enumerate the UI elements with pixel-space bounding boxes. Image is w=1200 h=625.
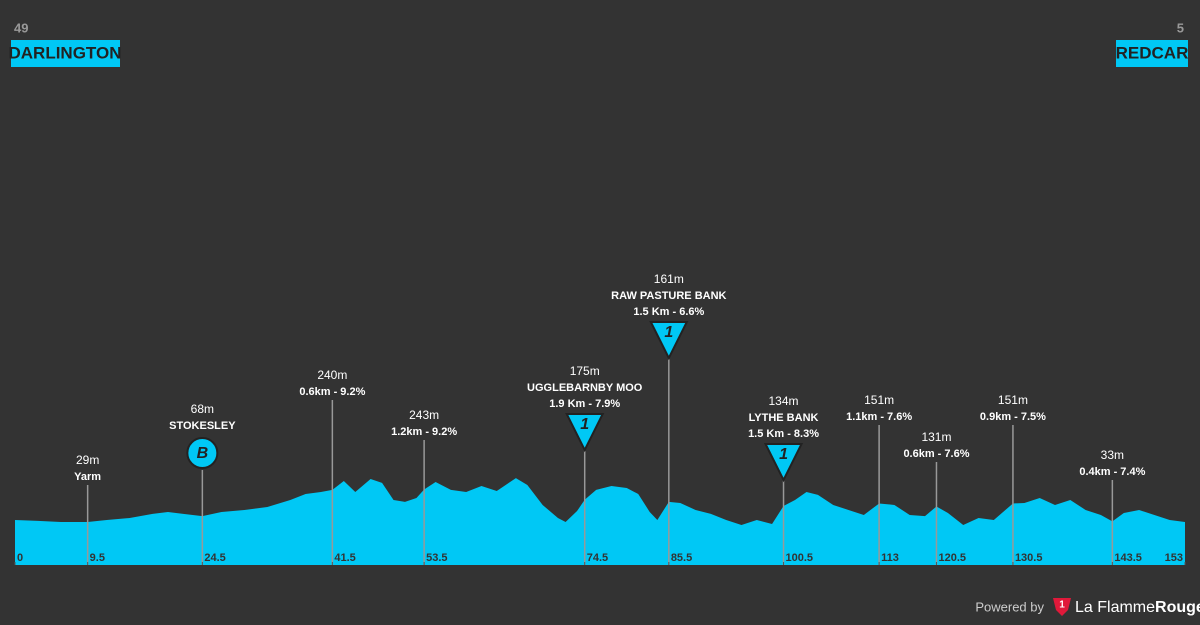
annotation-detail: 1.5 Km - 6.6% [633,306,704,318]
icon-label: 1 [580,416,589,433]
elevation-area [15,478,1185,565]
x-tick-label: 74.5 [587,552,608,564]
x-tick-label: 130.5 [1015,552,1043,564]
climb-icon [763,443,804,483]
x-tick-label: 120.5 [938,552,966,564]
x-tick-label: 113 [881,552,899,564]
x-tick-label: 53.5 [426,552,447,564]
powered-by: Powered by [975,599,1044,614]
x-tick-label: 85.5 [671,552,692,564]
annotation-name: UGGLEBARNBY MOO [527,382,643,394]
sprint-icon [186,437,219,469]
icon-label: 1 [779,446,788,463]
annotation-elevation: 175m [570,364,600,378]
annotation-detail: 0.6km - 7.6% [903,448,969,460]
annotation-elevation: 33m [1101,448,1124,462]
logo-shape [1053,598,1071,616]
x-tick-label: 143.5 [1114,552,1142,564]
start-box [11,40,120,67]
climb-icon [565,413,605,453]
annotation-elevation: 131m [921,430,951,444]
x-tick-label: 9.5 [90,552,105,564]
annotation-name: RAW PASTURE BANK [611,290,726,302]
annotation-elevation: 161m [654,272,684,286]
annotation-elevation: 243m [409,408,439,422]
x-tick-label: 153 [1165,552,1183,564]
annotation-detail: 1.2km - 9.2% [391,426,457,438]
annotation-name: Yarm [74,471,101,483]
annotation-detail: 1.9 Km - 7.9% [549,398,620,410]
climb-icon [649,321,689,361]
annotation-elevation: 134m [769,394,799,408]
annotation-detail: 1.5 Km - 8.3% [748,428,819,440]
annotation-detail: 0.6km - 9.2% [299,386,365,398]
icon-label: B [197,445,209,462]
finish-number: 5 [1177,20,1184,35]
annotation-detail: 0.9km - 7.5% [980,411,1046,423]
start-number: 49 [14,20,28,35]
brand-bold: Rouge [1155,599,1200,616]
finish-name: REDCAR [1116,43,1189,62]
start-name: DARLINGTON [8,43,121,62]
icon-label: 1 [664,324,673,341]
annotation-detail: 0.4km - 7.4% [1079,466,1145,478]
annotation-elevation: 240m [317,368,347,382]
logo-digit: 1 [1059,600,1065,611]
annotation-elevation: 151m [998,393,1028,407]
x-tick-label: 41.5 [334,552,355,564]
brand: La FlammeRouge [1075,599,1200,616]
annotation-name: LYTHE BANK [749,412,819,424]
annotation-elevation: 29m [76,453,99,467]
x-tick-label: 0 [17,552,23,564]
finish-box [1116,40,1188,67]
annotation-name: STOKESLEY [169,420,236,432]
x-tick-label: 24.5 [204,552,225,564]
brand-name: La Flamme [1075,599,1155,616]
annotation-elevation: 151m [864,393,894,407]
annotation-detail: 1.1km - 7.6% [846,411,912,423]
annotation-elevation: 68m [191,402,214,416]
x-tick-label: 100.5 [786,552,814,564]
